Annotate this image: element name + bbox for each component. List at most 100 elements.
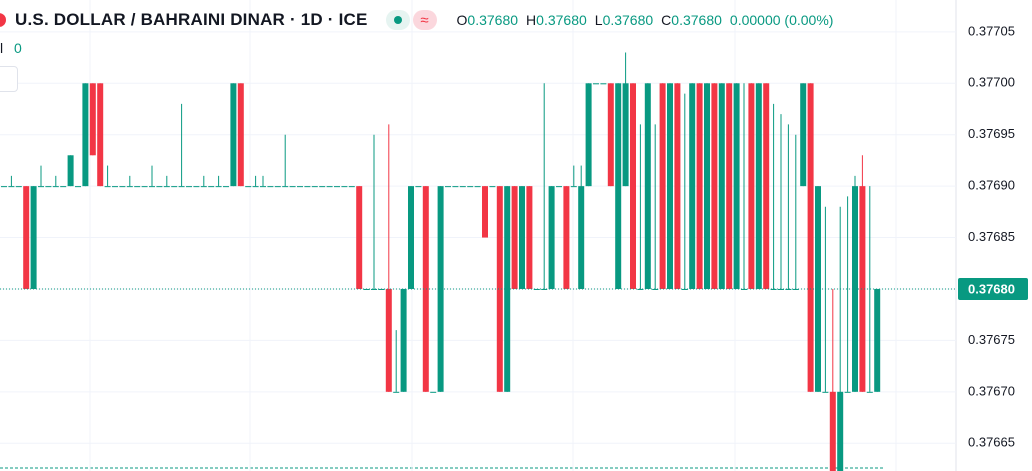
high-label: H — [526, 12, 537, 28]
symbol-icon — [0, 13, 6, 27]
candle-body — [334, 186, 340, 188]
y-tick-label: 0.37700 — [968, 75, 1015, 90]
candle-body — [689, 83, 696, 289]
candle-body — [541, 288, 548, 290]
candle-body — [844, 391, 851, 393]
candle-body — [200, 186, 207, 188]
candle-body — [163, 186, 170, 188]
legend-icon[interactable]: ≈ — [412, 10, 437, 30]
candle-body — [519, 186, 525, 289]
candle-body — [326, 186, 333, 188]
candle-body — [622, 83, 629, 187]
y-tick-label: 0.37685 — [968, 229, 1015, 244]
candle-body — [23, 186, 30, 289]
candle-body — [237, 83, 244, 187]
candle-body — [356, 186, 363, 289]
change-value: 0.00000 (0.00%) — [729, 12, 834, 28]
candle-body — [178, 186, 185, 188]
candle-body — [97, 83, 104, 187]
candle-body — [496, 186, 503, 392]
status-dot — [393, 16, 402, 24]
candle-body — [837, 391, 844, 471]
candle-body — [104, 186, 111, 188]
candle-body — [15, 186, 22, 188]
candle-body — [393, 391, 400, 393]
candle-body — [763, 83, 770, 289]
candle-body — [156, 186, 163, 188]
collapse-button[interactable] — [0, 66, 18, 92]
candle-body — [149, 186, 155, 188]
y-tick-label: 0.37705 — [968, 23, 1015, 38]
header: U.S. DOLLAR / BAHRAINI DINAR · 1D · ICE … — [0, 8, 841, 32]
candle-body — [748, 83, 755, 289]
candle-body — [607, 83, 614, 187]
candle-body — [252, 186, 259, 188]
candle-body — [304, 186, 311, 188]
candle-body — [452, 186, 459, 188]
y-tick-label: 0.37670 — [968, 383, 1015, 398]
last-price-label: 0.37680 — [968, 281, 1015, 296]
candle-body — [718, 83, 725, 289]
candle-body — [311, 186, 318, 188]
candle-body — [696, 83, 703, 289]
candle-body — [422, 186, 429, 392]
candle-body — [637, 288, 644, 290]
candle-body — [348, 186, 355, 188]
candle-body — [437, 186, 444, 392]
candle-body — [267, 186, 274, 188]
candle-body — [704, 83, 710, 289]
candle-body — [230, 83, 237, 187]
candle-body — [319, 186, 326, 188]
candle-body — [245, 186, 252, 188]
candle-body — [511, 186, 518, 289]
volume-row: l 0 — [0, 40, 22, 56]
candle-body — [585, 83, 592, 187]
candle-body — [45, 186, 52, 188]
candle-body — [75, 186, 81, 188]
candle-body — [171, 186, 178, 188]
candle-body — [1, 186, 7, 188]
open-value: 0.37680 — [467, 12, 519, 28]
candle-body — [193, 186, 200, 188]
candle-body — [800, 83, 807, 187]
candle-body — [755, 83, 762, 289]
low-value: 0.37680 — [602, 12, 654, 28]
close-value: 0.37680 — [671, 12, 722, 28]
candle-body — [489, 186, 496, 188]
candle-body — [711, 83, 718, 289]
candle-body — [785, 288, 792, 290]
low-label: L — [594, 12, 603, 28]
candle-body — [223, 186, 229, 188]
candle-body — [593, 83, 599, 85]
candle-body — [482, 186, 488, 238]
candle-body — [815, 186, 821, 392]
candle-body — [52, 186, 59, 188]
candle-body — [289, 186, 296, 188]
candle-body — [112, 186, 118, 188]
y-tick-label: 0.37690 — [968, 178, 1015, 193]
high-value: 0.37680 — [536, 12, 587, 28]
candle-body — [274, 186, 281, 188]
candle-body — [556, 186, 562, 188]
y-tick-label: 0.37675 — [968, 332, 1015, 347]
candle-body — [430, 391, 437, 393]
candle-body — [467, 186, 474, 188]
candle-body — [829, 391, 836, 471]
candle-body — [89, 83, 96, 156]
candle-body — [282, 186, 289, 188]
candle-body — [8, 186, 15, 188]
candle-body — [548, 186, 555, 289]
status-pill[interactable] — [385, 10, 410, 30]
candle-body — [526, 186, 533, 289]
candle-body — [341, 186, 348, 188]
candle-body — [570, 186, 577, 188]
candle-body — [134, 186, 141, 188]
volume-value: 0 — [14, 40, 22, 56]
candle-body — [859, 186, 866, 392]
candle-body — [866, 391, 873, 393]
candle-body — [82, 83, 89, 187]
candle-body — [615, 83, 622, 289]
candle-body — [807, 83, 814, 392]
